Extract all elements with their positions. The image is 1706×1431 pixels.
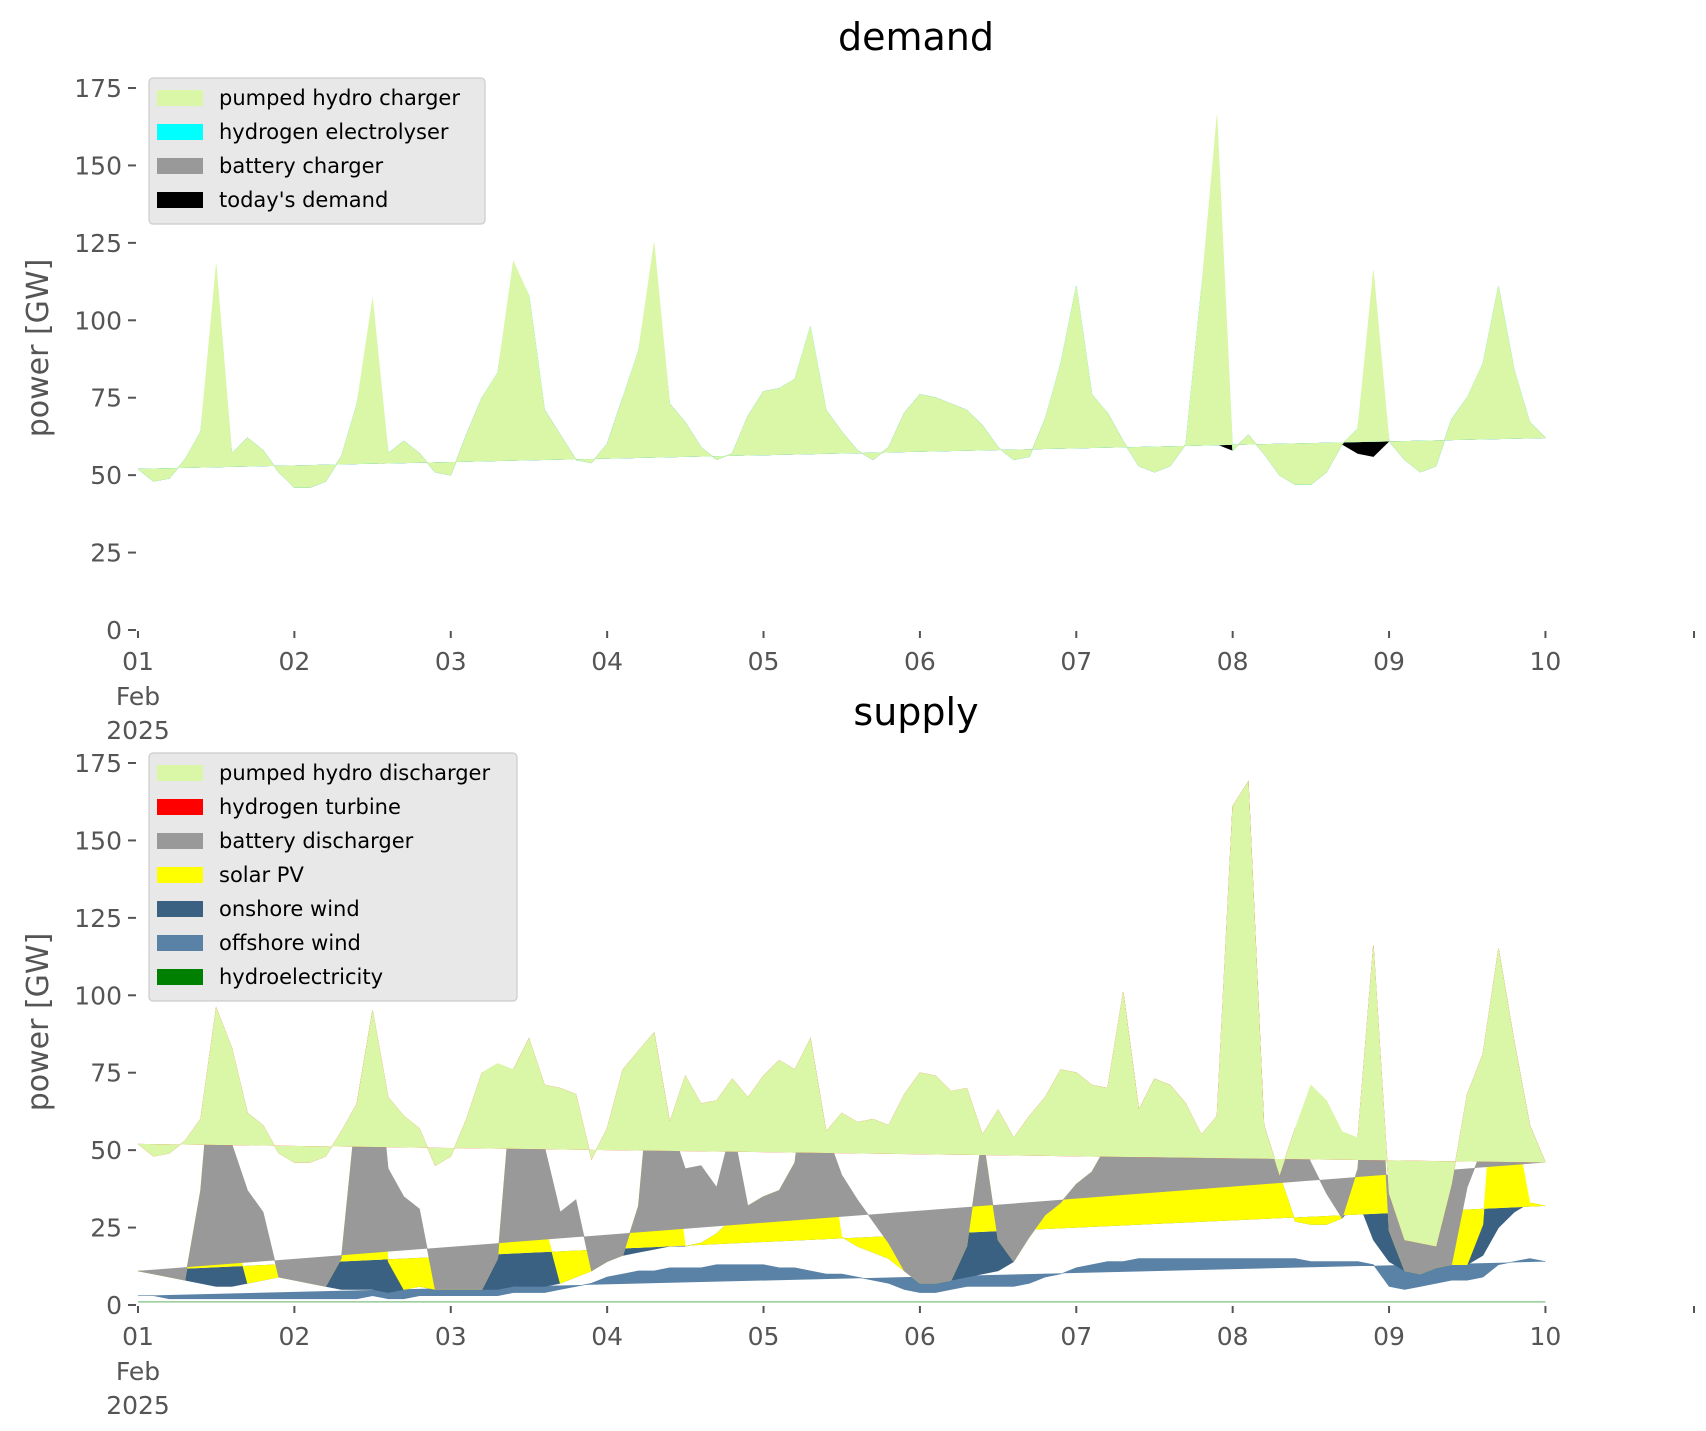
supply-y-tick-label: 75 bbox=[90, 1059, 122, 1088]
supply-x-tick-label: 07 bbox=[1060, 1322, 1092, 1351]
supply-x-tick-label: 04 bbox=[591, 1322, 623, 1351]
supply-legend-label-hydrogen-turbine: hydrogen turbine bbox=[219, 795, 401, 819]
demand-x-ticks: 01 Feb 2025 02 03 04 05 06 07 08 09 10 bbox=[106, 631, 1695, 745]
demand-y-tick-label: 25 bbox=[90, 539, 122, 568]
supply-x-date-sublabel: Feb bbox=[116, 1357, 160, 1386]
supply-x-tick-label: 06 bbox=[904, 1322, 936, 1351]
supply-legend: pumped hydro discharger hydrogen turbine b… bbox=[148, 752, 518, 1002]
supply-y-axis-label: power [GW] bbox=[21, 933, 56, 1112]
supply-x-tick-label: 03 bbox=[435, 1322, 467, 1351]
demand-x-date-sublabel: Feb bbox=[116, 682, 160, 711]
demand-legend-swatch-hydrogen-electrolyser bbox=[157, 124, 203, 140]
supply-y-tick-label: 0 bbox=[106, 1291, 122, 1320]
demand-y-tick-label: 125 bbox=[74, 229, 122, 258]
supply-y-tick-label: 25 bbox=[90, 1214, 122, 1243]
demand-y-tick-label: 150 bbox=[74, 151, 122, 180]
supply-y-tick-label: 175 bbox=[74, 749, 122, 778]
demand-legend-label-battery-charger: battery charger bbox=[219, 154, 384, 178]
demand-legend: pumped hydro charger hydrogen electrolyse… bbox=[148, 77, 486, 225]
supply-x-tick-label: 08 bbox=[1217, 1322, 1249, 1351]
demand-legend-label-today-s-demand: today's demand bbox=[219, 188, 388, 212]
demand-y-tick-label: 75 bbox=[90, 384, 122, 413]
supply-panel: supply power [GW] 0 25 50 75 100 125 150 175 01… bbox=[21, 690, 1695, 1420]
demand-legend-swatch-battery-charger bbox=[157, 158, 203, 174]
supply-x-ticks: 01 Feb 2025 02 03 04 05 06 07 08 09 10 bbox=[106, 1306, 1695, 1420]
supply-x-tick-label: 02 bbox=[278, 1322, 310, 1351]
demand-x-tick-label: 06 bbox=[904, 647, 936, 676]
supply-legend-label-battery-discharger: battery discharger bbox=[219, 829, 414, 853]
supply-legend-swatch-onshore-wind bbox=[157, 901, 203, 917]
supply-x-tick-label: 10 bbox=[1530, 1322, 1562, 1351]
demand-legend-label-hydrogen-electrolyser: hydrogen electrolyser bbox=[219, 120, 449, 144]
demand-y-tick-label: 50 bbox=[90, 461, 122, 490]
supply-y-tick-label: 125 bbox=[74, 904, 122, 933]
demand-x-tick-label: 02 bbox=[278, 647, 310, 676]
demand-areas bbox=[137, 115, 1546, 488]
demand-x-tick-label: 03 bbox=[435, 647, 467, 676]
supply-chart-title: supply bbox=[853, 690, 978, 734]
demand-y-tick-label: 175 bbox=[74, 74, 122, 103]
demand-x-tick-label: 04 bbox=[591, 647, 623, 676]
supply-y-tick-label: 100 bbox=[74, 981, 122, 1010]
supply-x-tick-label: 05 bbox=[748, 1322, 780, 1351]
supply-y-tick-label: 50 bbox=[90, 1136, 122, 1165]
supply-x-date-sublabel: 2025 bbox=[106, 1391, 170, 1420]
supply-areas bbox=[137, 780, 1546, 1303]
demand-legend-swatch-pumped-hydro-charger bbox=[157, 90, 203, 106]
demand-panel: demand power [GW] 0 25 50 75 100 125 150 175 01… bbox=[21, 15, 1695, 745]
supply-legend-box bbox=[148, 752, 518, 1002]
demand-y-tick-label: 0 bbox=[106, 616, 122, 645]
demand-area-pumped-hydro-charger bbox=[137, 115, 1546, 488]
demand-legend-label-pumped-hydro-charger: pumped hydro charger bbox=[219, 86, 460, 110]
demand-x-tick-label: 01 bbox=[122, 647, 154, 676]
demand-y-tick-label: 100 bbox=[74, 306, 122, 335]
supply-legend-swatch-offshore-wind bbox=[157, 935, 203, 951]
demand-x-tick-label: 10 bbox=[1530, 647, 1562, 676]
supply-x-tick-label: 01 bbox=[122, 1322, 154, 1351]
supply-legend-label-offshore-wind: offshore wind bbox=[219, 931, 361, 955]
demand-legend-box bbox=[148, 77, 486, 225]
supply-legend-swatch-hydrogen-turbine bbox=[157, 799, 203, 815]
demand-legend-swatch-today-s-demand bbox=[157, 192, 203, 208]
supply-legend-label-hydroelectricity: hydroelectricity bbox=[219, 965, 383, 989]
supply-legend-label-solar-pv: solar PV bbox=[219, 863, 304, 887]
demand-x-tick-label: 08 bbox=[1217, 647, 1249, 676]
supply-legend-swatch-hydroelectricity bbox=[157, 969, 203, 985]
demand-x-tick-label: 09 bbox=[1373, 647, 1405, 676]
demand-x-tick-label: 05 bbox=[748, 647, 780, 676]
supply-legend-label-pumped-hydro-discharger: pumped hydro discharger bbox=[219, 761, 490, 785]
supply-legend-swatch-solar-pv bbox=[157, 867, 203, 883]
supply-y-ticks: 0 25 50 75 100 125 150 175 bbox=[74, 749, 136, 1320]
demand-x-tick-label: 07 bbox=[1060, 647, 1092, 676]
demand-y-axis-label: power [GW] bbox=[21, 259, 56, 438]
demand-x-date-sublabel: 2025 bbox=[106, 716, 170, 745]
supply-legend-label-onshore-wind: onshore wind bbox=[219, 897, 360, 921]
supply-y-tick-label: 150 bbox=[74, 826, 122, 855]
supply-legend-swatch-battery-discharger bbox=[157, 833, 203, 849]
supply-area-pumped-hydro-discharger bbox=[137, 780, 1546, 1247]
supply-x-tick-label: 09 bbox=[1373, 1322, 1405, 1351]
supply-legend-swatch-pumped-hydro-discharger bbox=[157, 765, 203, 781]
demand-y-ticks: 0 25 50 75 100 125 150 175 bbox=[74, 74, 136, 645]
demand-chart-title: demand bbox=[838, 15, 994, 59]
